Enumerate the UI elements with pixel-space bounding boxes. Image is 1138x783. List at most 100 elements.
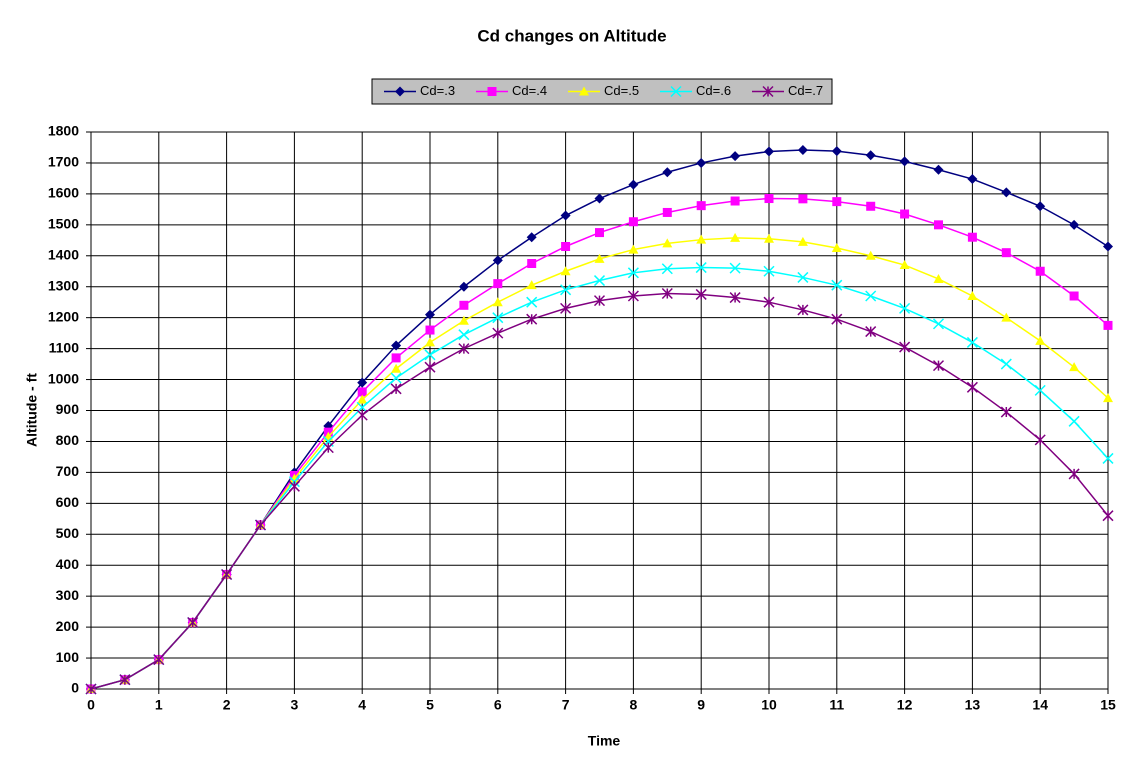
marker [356,409,368,421]
marker [831,279,843,291]
marker [85,683,97,695]
marker [390,372,402,384]
marker [561,241,571,251]
marker [153,654,165,666]
marker [866,201,876,211]
marker [288,480,300,492]
marker [932,318,945,330]
y-tick-label: 400 [56,556,80,572]
marker [560,266,571,276]
marker [1001,248,1011,258]
marker [967,232,977,242]
marker [560,302,572,314]
marker [594,253,605,263]
marker [527,259,537,269]
marker [390,383,402,395]
marker [865,250,876,260]
y-tick-label: 1300 [48,277,79,293]
y-tick-label: 900 [56,401,80,417]
marker [933,273,944,283]
marker [797,144,808,155]
marker [832,197,842,207]
y-tick-label: 1600 [48,185,79,201]
marker [797,271,809,283]
marker [966,336,978,348]
marker [933,164,944,175]
legend-label: Cd=.4 [512,83,547,98]
marker [831,313,843,325]
y-tick-label: 800 [56,432,80,448]
x-tick-label: 6 [494,697,502,713]
marker [730,232,741,242]
y-axis-label: Altitude - ft [24,373,40,447]
x-tick-label: 2 [223,697,231,713]
marker [560,284,572,296]
marker [730,151,741,162]
marker [459,300,469,310]
marker [627,267,639,279]
marker [526,280,537,290]
marker [763,296,775,308]
y-tick-label: 600 [56,494,80,510]
marker [1069,362,1080,372]
marker [797,304,809,316]
marker [593,295,606,307]
y-tick-label: 1000 [48,370,79,386]
marker [899,156,910,167]
x-tick-label: 4 [358,697,366,713]
x-tick-label: 14 [1032,697,1048,713]
x-tick-label: 8 [630,697,638,713]
marker [670,85,682,98]
marker [695,288,707,300]
marker [831,243,842,253]
y-tick-label: 1200 [48,308,79,324]
marker [187,616,199,628]
marker [696,201,706,211]
marker [966,381,978,393]
marker [425,325,435,335]
marker [865,326,877,338]
marker [493,279,503,289]
marker [696,234,707,244]
x-tick-label: 15 [1100,697,1116,713]
marker [322,442,334,454]
marker [1103,320,1113,330]
marker [1035,335,1046,345]
marker [764,233,774,243]
marker [729,292,741,304]
x-tick-label: 5 [426,697,434,713]
marker [967,174,978,185]
marker [594,193,605,204]
marker [628,179,639,190]
marker [1001,187,1012,198]
marker [661,263,673,275]
marker [627,290,639,302]
marker [865,290,877,302]
marker [899,260,910,270]
marker [579,86,589,96]
chart-title: Cd changes on Altitude [477,26,666,45]
marker [899,302,911,314]
marker [357,387,367,397]
marker [391,340,402,351]
marker [1069,291,1079,301]
y-tick-label: 100 [56,649,80,665]
marker [458,329,470,341]
marker [762,85,774,98]
x-tick-label: 9 [697,697,705,713]
marker [798,194,808,204]
legend-label: Cd=.3 [420,83,455,98]
marker [1103,241,1113,252]
marker [119,674,131,686]
y-tick-label: 500 [56,525,80,541]
marker [1069,219,1080,230]
legend-label: Cd=.7 [788,83,823,98]
marker [662,238,673,248]
marker [763,265,775,277]
marker [356,401,368,413]
marker [696,157,707,168]
marker [729,262,741,274]
marker [289,473,300,483]
marker [458,343,470,355]
marker [1034,384,1046,396]
